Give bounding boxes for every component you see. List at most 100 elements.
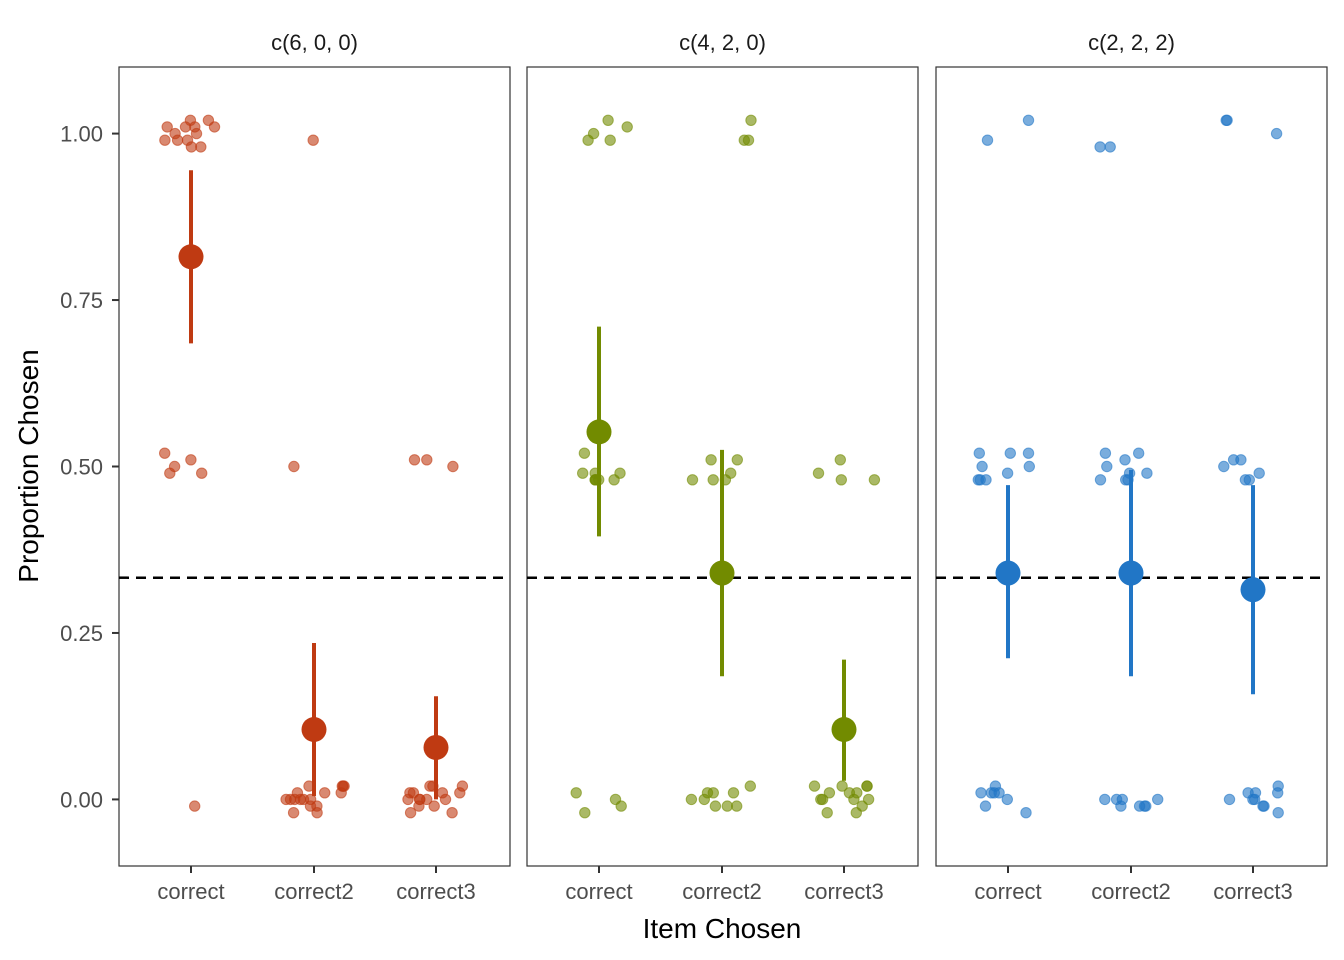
data-point (319, 787, 331, 799)
y-tick-label: 0.75 (60, 288, 103, 313)
panel-title: c(2, 2, 2) (1088, 30, 1175, 55)
data-point (454, 787, 466, 799)
data-point (1253, 467, 1265, 479)
mean-point (178, 244, 204, 270)
data-point (1270, 127, 1283, 140)
data-point (608, 474, 620, 486)
data-point (447, 460, 459, 473)
x-tick-label: correct3 (396, 879, 475, 904)
data-point (311, 800, 323, 812)
data-point (582, 134, 594, 146)
data-point (979, 800, 992, 812)
panel-title: c(6, 0, 0) (271, 30, 358, 55)
data-point (1094, 141, 1106, 153)
data-point (836, 780, 848, 792)
data-point (190, 127, 203, 140)
data-point (1001, 793, 1013, 806)
data-point (1119, 454, 1131, 466)
data-point (1022, 114, 1035, 127)
y-tick-label: 1.00 (60, 122, 103, 147)
data-point (404, 807, 417, 819)
mean-point (1240, 577, 1266, 603)
panel-2: c(4, 2, 0) correct correct2 correct3 (526, 30, 919, 904)
data-point (731, 800, 743, 812)
data-point (727, 787, 740, 799)
y-tick-label: 0.00 (60, 787, 103, 812)
data-point (179, 121, 192, 133)
y-axis: 0.00 0.25 0.50 0.75 1.00 (60, 122, 119, 812)
x-tick-label: correct (157, 879, 224, 904)
data-point (976, 460, 988, 473)
panel-1: c(6, 0, 0) correct correct2 correct3 (118, 30, 511, 904)
data-point (578, 447, 591, 459)
data-point (159, 447, 171, 459)
data-point (1133, 800, 1146, 812)
data-point (834, 454, 846, 466)
data-point (686, 474, 699, 486)
data-point (862, 793, 875, 806)
data-point (745, 114, 757, 127)
data-point (1116, 793, 1129, 806)
data-point (1218, 460, 1230, 473)
data-point (1094, 474, 1107, 486)
data-point (1004, 447, 1016, 459)
data-point (161, 121, 173, 133)
data-point (1020, 807, 1032, 819)
data-point (288, 460, 300, 473)
panel-frame (935, 66, 1328, 867)
data-point (1223, 793, 1236, 806)
data-point (1258, 800, 1270, 812)
data-point (1104, 141, 1116, 153)
mean-point (586, 419, 612, 445)
data-point (850, 807, 862, 819)
data-point (1272, 807, 1284, 819)
data-point (808, 780, 821, 792)
data-point (981, 134, 994, 146)
mean-point (995, 560, 1021, 586)
x-tick-label: correct3 (1213, 879, 1292, 904)
data-point (577, 467, 589, 479)
x-tick-label: correct2 (1091, 879, 1170, 904)
data-point (705, 454, 717, 466)
data-point (861, 780, 873, 792)
data-point (1101, 460, 1113, 473)
data-point (604, 134, 616, 146)
data-point (744, 780, 756, 792)
data-point (446, 807, 458, 819)
data-point (1001, 467, 1014, 479)
data-point (989, 780, 1002, 792)
data-point (287, 807, 300, 819)
data-point (195, 141, 207, 153)
data-point (408, 454, 421, 466)
data-point (189, 800, 201, 812)
data-point (402, 793, 414, 806)
data-point (973, 447, 985, 459)
data-point (1022, 447, 1035, 459)
data-point (1220, 114, 1232, 127)
mean-point (423, 734, 449, 760)
data-point (731, 454, 743, 466)
data-point (185, 454, 197, 466)
data-point (1272, 787, 1284, 799)
data-point (975, 787, 987, 799)
data-point (159, 134, 171, 146)
data-point (570, 787, 582, 799)
panel-title: c(4, 2, 0) (679, 30, 766, 55)
data-point (428, 800, 440, 812)
data-point (307, 134, 319, 146)
data-point (816, 793, 829, 806)
mean-point (709, 560, 735, 586)
data-point (615, 800, 627, 812)
y-tick-label: 0.50 (60, 455, 103, 480)
panel-3: c(2, 2, 2) correct correct2 correct3 (935, 30, 1328, 904)
data-point (1133, 447, 1145, 459)
x-tick-label: correct2 (274, 879, 353, 904)
data-point (868, 474, 881, 486)
data-point (1099, 793, 1111, 806)
data-point (602, 114, 614, 127)
data-point (707, 474, 719, 486)
data-point (164, 467, 176, 479)
x-tick-label: correct3 (804, 879, 883, 904)
